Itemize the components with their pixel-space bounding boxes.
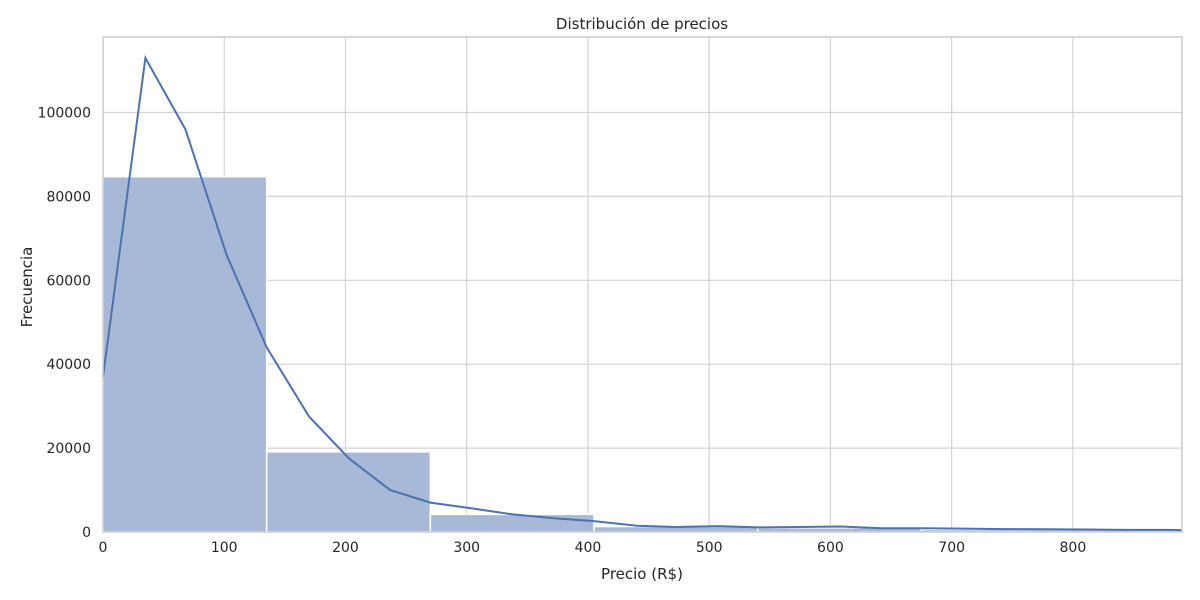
x-tick-label: 300 (453, 540, 480, 556)
x-tick-label: 800 (1060, 540, 1087, 556)
chart-title: Distribución de precios (556, 15, 728, 33)
histogram-bars (102, 175, 1183, 533)
y-tick-label: 80000 (46, 189, 91, 205)
histogram-bar (265, 451, 432, 533)
plot-frame (102, 36, 1183, 533)
x-tick-label: 400 (575, 540, 602, 556)
y-tick-label: 20000 (46, 441, 91, 457)
x-tick-label: 0 (99, 540, 108, 556)
x-tick-labels: 0 100 200 300 400 500 600 700 800 (99, 540, 1087, 556)
histogram-bar (102, 175, 268, 533)
x-tick-label: 100 (211, 540, 238, 556)
x-tick-label: 600 (817, 540, 844, 556)
y-tick-labels: 0 20000 40000 60000 80000 100000 (38, 106, 91, 541)
y-axis-title: Frecuencia (18, 247, 36, 328)
x-tick-label: 700 (938, 540, 965, 556)
y-tick-label: 100000 (38, 106, 91, 122)
y-tick-label: 60000 (46, 273, 91, 289)
x-axis-title: Precio (R$) (601, 565, 683, 583)
y-tick-label: 0 (82, 525, 91, 541)
y-tick-label: 40000 (46, 357, 91, 373)
histogram-bar (429, 513, 595, 533)
x-tick-label: 200 (332, 540, 359, 556)
x-tick-label: 500 (696, 540, 723, 556)
kde-line (102, 54, 1183, 532)
